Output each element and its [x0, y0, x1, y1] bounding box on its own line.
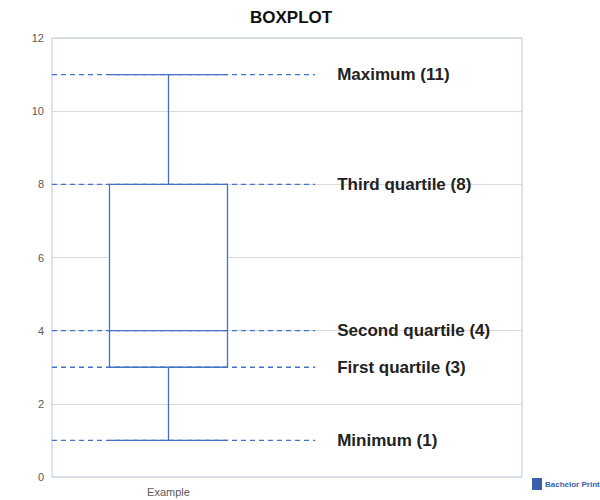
svg-text:Minimum (1): Minimum (1)	[337, 431, 437, 450]
svg-text:2: 2	[38, 398, 44, 410]
svg-text:Bachelor Print: Bachelor Print	[545, 480, 600, 489]
svg-text:First quartile (3): First quartile (3)	[337, 358, 465, 377]
svg-text:BOXPLOT: BOXPLOT	[250, 8, 333, 27]
svg-text:Example: Example	[147, 486, 190, 498]
svg-text:0: 0	[38, 471, 44, 483]
svg-text:12: 12	[32, 32, 44, 44]
svg-text:Second quartile (4): Second quartile (4)	[337, 321, 490, 340]
svg-text:8: 8	[38, 178, 44, 190]
svg-text:4: 4	[38, 325, 44, 337]
svg-text:Third quartile (8): Third quartile (8)	[337, 175, 471, 194]
svg-text:10: 10	[32, 105, 44, 117]
svg-text:Maximum (11): Maximum (11)	[337, 65, 449, 84]
svg-text:6: 6	[38, 252, 44, 264]
